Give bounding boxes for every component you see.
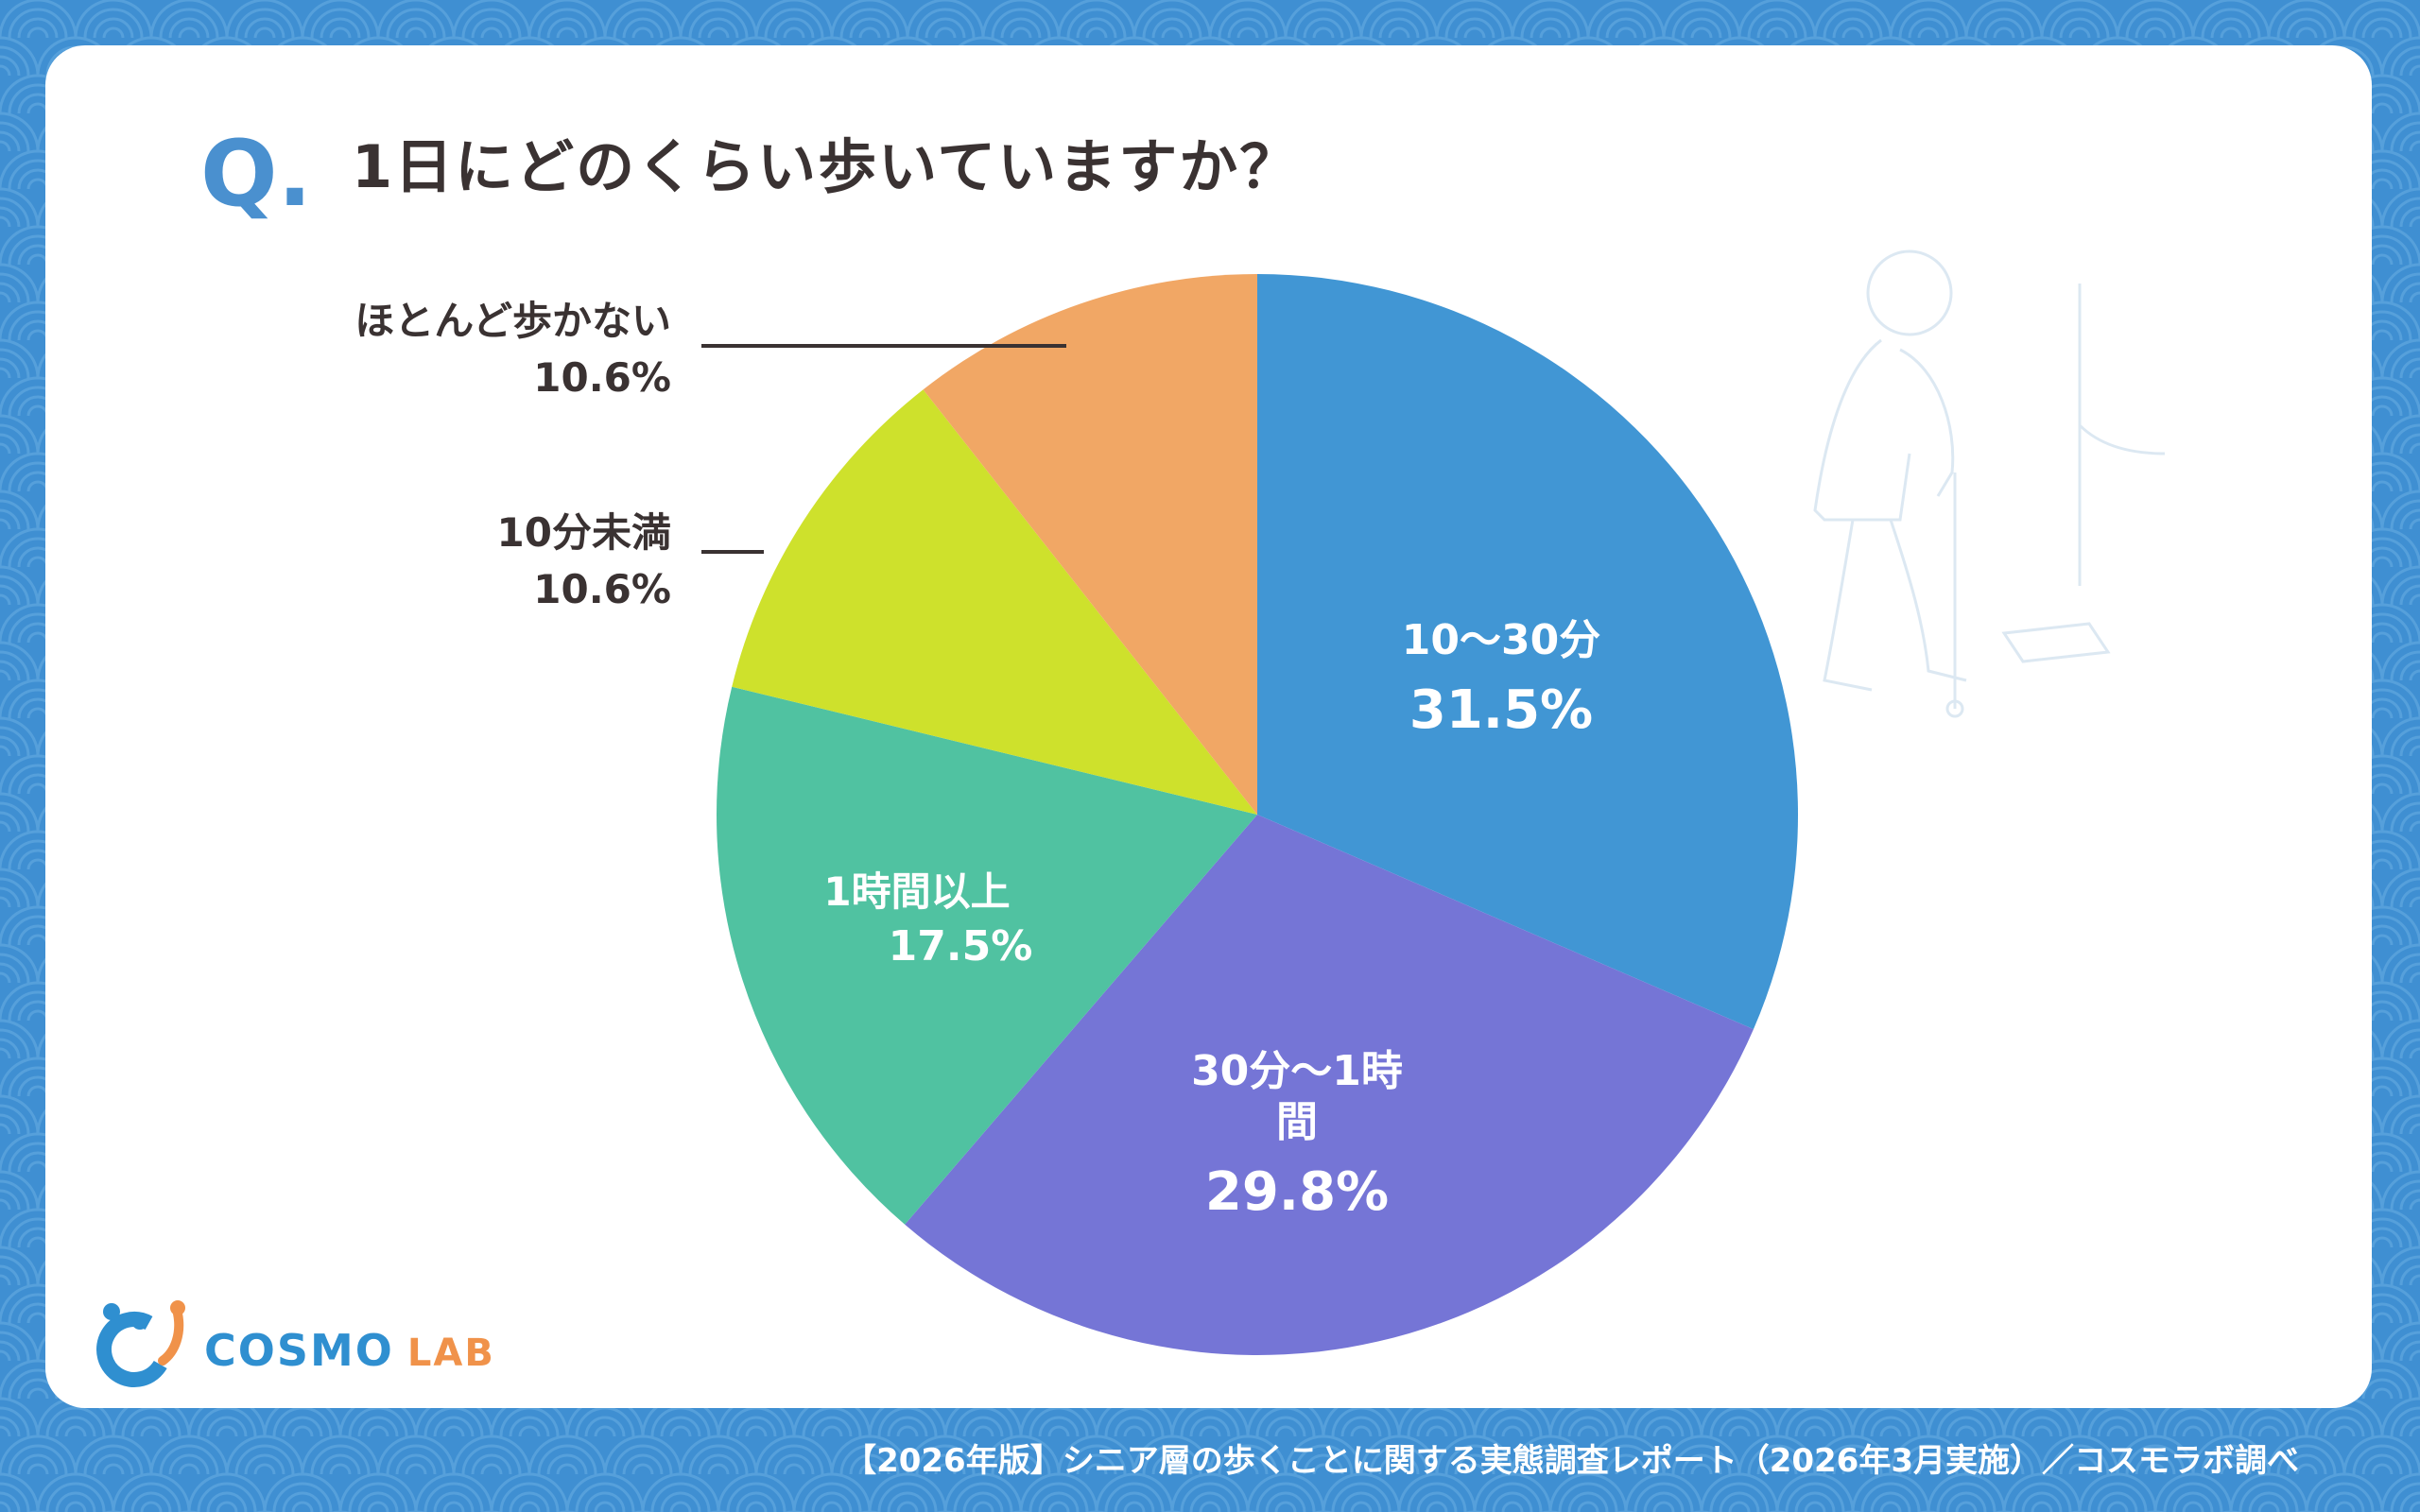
slice-label: ほとんど歩かない <box>354 298 671 344</box>
pie-slice <box>923 274 1257 815</box>
slice-label: 間 <box>1276 1098 1318 1146</box>
slice-label: 31.5% <box>1409 679 1593 741</box>
logo-word-lab: LAB <box>406 1332 495 1375</box>
page-title: 1日にどのくらい歩いていますか？ <box>352 132 1301 201</box>
logo-word-cosmo: COSMO <box>204 1325 394 1376</box>
slice-label: 10.6% <box>533 354 671 401</box>
elderly-walker-illustration <box>1813 249 2166 718</box>
pie-slice <box>732 389 1257 815</box>
question-mark-icon: Q. <box>200 121 313 227</box>
slice-label: 10分未満 <box>497 509 671 556</box>
pie-slice <box>717 686 1257 1225</box>
pie-slice <box>1257 274 1798 1030</box>
logo-mark-icon <box>96 1300 185 1387</box>
slice-label: 30分〜1時 <box>1191 1047 1403 1095</box>
footer-source-note: 【2026年版】シニア層の歩くことに関する実態調査レポート（2026年3月実施）… <box>844 1442 2299 1480</box>
slice-label: 10〜30分 <box>1402 616 1600 664</box>
pie-slice <box>905 815 1754 1356</box>
slice-label: 17.5% <box>889 922 1033 971</box>
slice-label: 1時間以上 <box>823 868 1010 915</box>
slice-label: 10.6% <box>533 566 671 612</box>
cosmo-lab-logo: COSMO LAB <box>91 1295 493 1389</box>
slice-label: 29.8% <box>1205 1161 1389 1223</box>
